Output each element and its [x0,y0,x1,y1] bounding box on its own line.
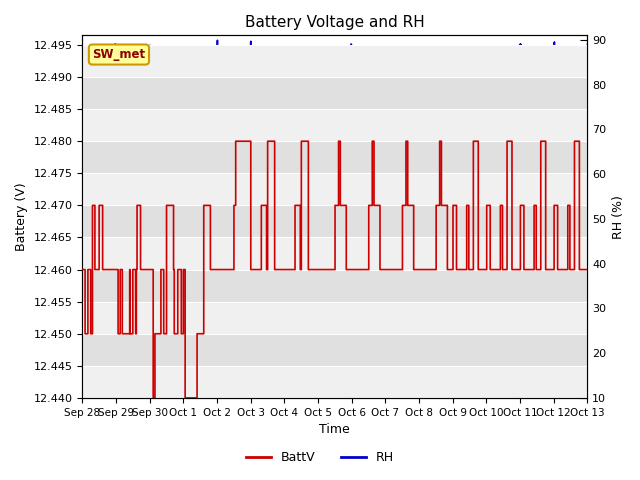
X-axis label: Time: Time [319,423,350,436]
Bar [83,334,588,366]
Bar [83,238,588,270]
Y-axis label: Battery (V): Battery (V) [15,182,28,251]
Y-axis label: RH (%): RH (%) [612,195,625,239]
Bar [83,45,588,77]
Bar [83,366,588,398]
Bar [83,301,588,334]
Text: SW_met: SW_met [92,48,145,61]
Bar [83,109,588,141]
Title: Battery Voltage and RH: Battery Voltage and RH [245,15,425,30]
Bar [83,270,588,301]
Bar [83,205,588,238]
Bar [83,77,588,109]
Bar [83,141,588,173]
Bar [83,173,588,205]
Legend: BattV, RH: BattV, RH [241,446,399,469]
